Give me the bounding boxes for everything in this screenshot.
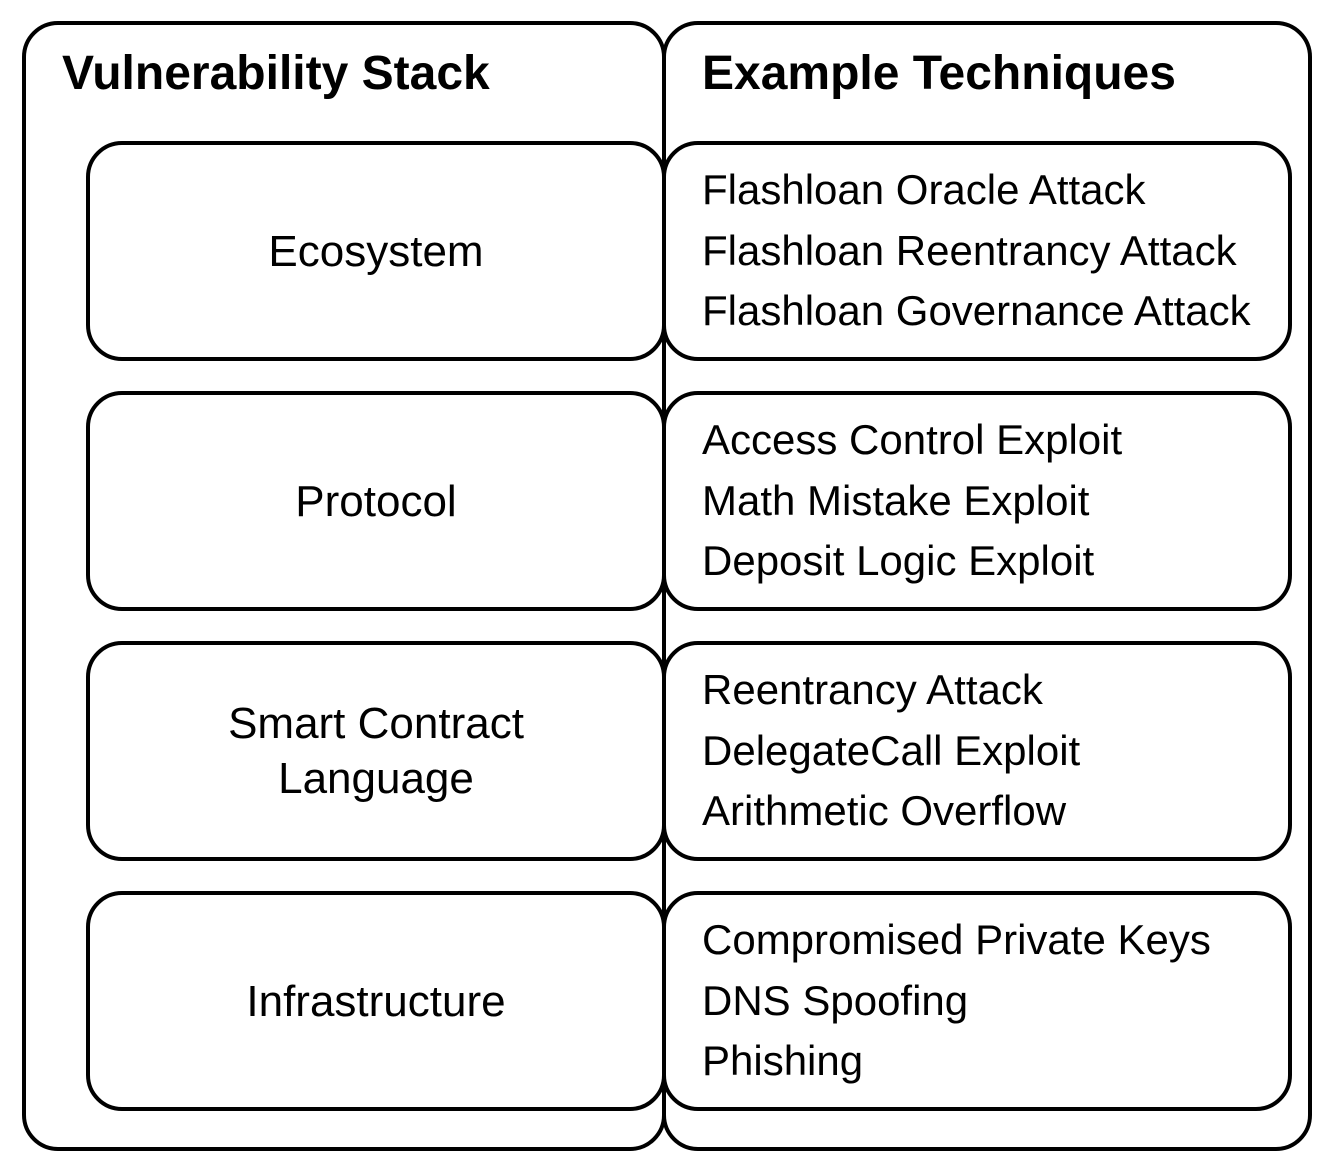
techniques-box-smart-contract-language: Reentrancy Attack DelegateCall Exploit A…: [662, 641, 1292, 861]
technique-item: Flashloan Reentrancy Attack: [702, 224, 1251, 279]
layer-box-protocol: Protocol: [86, 391, 666, 611]
layer-box-infrastructure: Infrastructure: [86, 891, 666, 1111]
technique-item: DNS Spoofing: [702, 974, 1211, 1029]
technique-item: Access Control Exploit: [702, 413, 1122, 468]
technique-item: Phishing: [702, 1034, 1211, 1089]
technique-item: DelegateCall Exploit: [702, 724, 1080, 779]
techniques-box-ecosystem: Flashloan Oracle Attack Flashloan Reentr…: [662, 141, 1292, 361]
layer-label-line1: Smart Contract: [228, 699, 524, 748]
layer-box-ecosystem: Ecosystem: [86, 141, 666, 361]
techniques-box-protocol: Access Control Exploit Math Mistake Expl…: [662, 391, 1292, 611]
techniques-box-infrastructure: Compromised Private Keys DNS Spoofing Ph…: [662, 891, 1292, 1111]
technique-item: Math Mistake Exploit: [702, 474, 1122, 529]
techniques-list: Compromised Private Keys DNS Spoofing Ph…: [702, 913, 1211, 1089]
technique-item: Deposit Logic Exploit: [702, 534, 1122, 589]
layer-label-line2: Language: [278, 754, 474, 803]
technique-item: Flashloan Governance Attack: [702, 284, 1251, 339]
left-column-header: Vulnerability Stack: [62, 45, 490, 103]
layer-label: Protocol: [295, 474, 456, 529]
layer-label: Smart Contract Language: [228, 696, 524, 806]
techniques-list: Flashloan Oracle Attack Flashloan Reentr…: [702, 163, 1251, 339]
right-column-header: Example Techniques: [702, 45, 1176, 103]
technique-item: Flashloan Oracle Attack: [702, 163, 1251, 218]
vulnerability-stack-diagram: Vulnerability Stack Example Techniques E…: [22, 21, 1312, 1151]
layer-label: Infrastructure: [246, 974, 505, 1029]
techniques-list: Reentrancy Attack DelegateCall Exploit A…: [702, 663, 1080, 839]
layer-label: Ecosystem: [268, 224, 483, 279]
technique-item: Arithmetic Overflow: [702, 784, 1080, 839]
technique-item: Reentrancy Attack: [702, 663, 1080, 718]
technique-item: Compromised Private Keys: [702, 913, 1211, 968]
techniques-list: Access Control Exploit Math Mistake Expl…: [702, 413, 1122, 589]
layer-box-smart-contract-language: Smart Contract Language: [86, 641, 666, 861]
